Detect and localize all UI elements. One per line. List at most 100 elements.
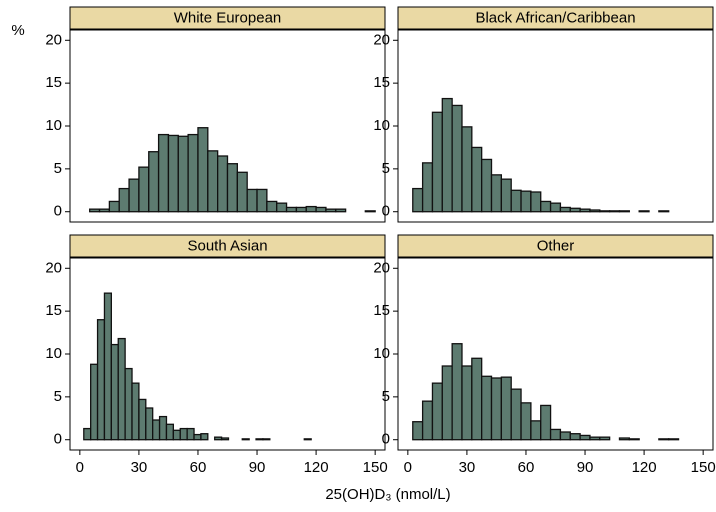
bar	[325, 208, 337, 213]
bar	[187, 133, 199, 213]
bar	[124, 367, 133, 441]
bar	[540, 404, 552, 441]
bar	[108, 200, 120, 213]
bar	[226, 163, 238, 213]
bar	[152, 419, 161, 441]
y-tick-label: 20	[45, 259, 62, 276]
bar	[305, 205, 317, 213]
panel-title: White European	[174, 9, 282, 26]
bar	[481, 158, 493, 213]
panel-title: Other	[537, 237, 575, 254]
y-tick-label: 20	[45, 31, 62, 48]
bar	[256, 188, 268, 213]
bar	[618, 210, 630, 213]
bar	[266, 200, 278, 213]
bar	[89, 208, 101, 213]
x-tick-label: 90	[249, 459, 266, 476]
bar	[471, 357, 483, 441]
panel-title: Black African/Caribbean	[475, 9, 635, 26]
y-tick-label: 15	[45, 302, 62, 319]
y-axis-label: %	[11, 22, 24, 39]
x-tick-label: 120	[304, 459, 329, 476]
y-tick-label: 0	[382, 203, 390, 220]
bar	[236, 171, 248, 213]
bar	[569, 433, 581, 441]
bar	[157, 133, 170, 213]
bar	[608, 210, 621, 213]
bar	[510, 189, 522, 213]
x-tick-label: 0	[76, 459, 84, 476]
bar	[599, 436, 611, 441]
y-tick-label: 20	[373, 31, 390, 48]
bar	[131, 382, 140, 441]
x-tick-label: 90	[577, 459, 594, 476]
bar	[255, 438, 264, 441]
bar	[520, 402, 532, 441]
x-axis-label: 25(OH)D₃ (nmol/L)	[325, 486, 450, 503]
bar	[110, 343, 119, 441]
bar	[83, 427, 92, 441]
bar	[490, 174, 503, 213]
bar	[364, 210, 376, 213]
bar	[148, 151, 160, 213]
bar	[638, 210, 650, 213]
bar	[172, 429, 181, 441]
bar	[471, 146, 483, 213]
bar	[540, 200, 552, 213]
bar	[193, 433, 202, 441]
y-tick-label: 0	[382, 431, 390, 448]
bar	[335, 208, 347, 213]
bar	[628, 438, 640, 441]
bar	[295, 206, 307, 213]
bar	[441, 97, 453, 213]
panel-title: South Asian	[187, 237, 267, 254]
bar	[246, 188, 258, 213]
y-tick-label: 5	[54, 388, 62, 405]
bar	[315, 206, 327, 213]
bar	[549, 202, 562, 213]
bar	[186, 427, 195, 441]
bar	[569, 207, 581, 213]
y-tick-label: 10	[45, 117, 62, 134]
bar	[481, 375, 493, 441]
panel-strip	[69, 234, 386, 258]
bar	[530, 420, 542, 441]
bar	[451, 343, 463, 441]
bar	[510, 388, 522, 441]
bar	[461, 126, 473, 213]
bar	[145, 407, 154, 441]
bar	[177, 135, 189, 213]
bar	[303, 438, 312, 441]
bar	[90, 363, 99, 441]
y-tick-label: 10	[45, 345, 62, 362]
bar	[520, 190, 532, 213]
bar	[200, 433, 209, 441]
bar	[197, 127, 209, 213]
bar	[658, 210, 670, 213]
y-tick-label: 5	[382, 160, 390, 177]
bar	[490, 377, 503, 441]
bar	[241, 438, 250, 441]
x-tick-label: 120	[632, 459, 657, 476]
bar	[412, 421, 424, 441]
bar	[451, 104, 463, 213]
x-tick-label: 150	[691, 459, 716, 476]
bar	[138, 166, 150, 213]
bar	[421, 400, 434, 441]
bar	[500, 178, 512, 213]
panel-strip	[69, 6, 386, 30]
y-tick-label: 5	[382, 388, 390, 405]
bar	[530, 191, 542, 213]
bar	[96, 319, 106, 441]
bar	[658, 438, 670, 441]
y-tick-label: 20	[373, 259, 390, 276]
y-tick-label: 5	[54, 160, 62, 177]
bar	[431, 111, 443, 213]
bar	[285, 206, 298, 213]
bar	[128, 178, 140, 213]
bar	[412, 187, 424, 213]
y-tick-label: 15	[373, 302, 390, 319]
bar	[217, 155, 229, 213]
